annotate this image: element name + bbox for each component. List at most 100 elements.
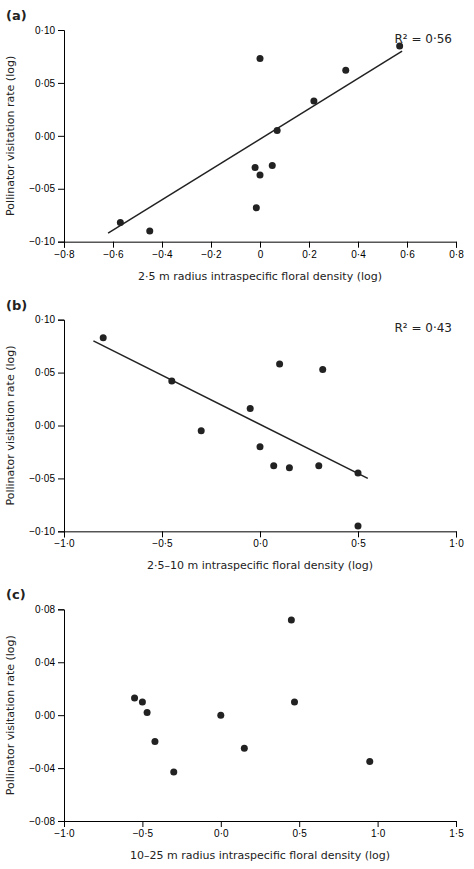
x-tick-label: 0 [258,249,264,260]
point [257,55,264,62]
x-tick: 0·0 [214,821,229,839]
y-tick-mark [58,189,64,190]
y-tick-label: −0·05 [29,473,55,484]
x-tick-label: 0·5 [351,538,366,549]
regression-line [108,51,402,233]
point [241,745,248,752]
x-tick: −0·5 [152,531,173,549]
x-axis-line [65,822,457,828]
point [151,738,158,745]
x-axis-line [65,532,457,538]
y-tick-label: −0·04 [29,763,55,774]
x-tick-mark [456,242,457,248]
y-tick-mark [58,609,64,610]
y-axis-line [58,320,65,532]
x-tick: −0·5 [133,821,154,839]
panel-label: (a) [6,8,27,23]
y-tick: 0·08 [35,604,64,615]
point [100,334,107,341]
y-tick: −0·05 [29,473,64,484]
y-axis: −0·10−0·050·000·050·10 [29,25,64,248]
y-tick-mark [58,768,64,769]
y-tick-mark [58,426,64,427]
x-tick: 0·6 [400,242,415,260]
figure: −0·8 −0·6 −0·4 −0·2 0 0·2 0·4 0·6 0·8 −0·10 −0·05 0… [0,0,474,869]
y-tick: −0·04 [29,763,64,774]
x-tick-mark [113,242,114,248]
y-tick-label: 0·00 [35,420,55,431]
x-tick-label: −0·8 [54,249,75,260]
x-tick-label: 0·5 [292,828,307,839]
y-tick-label: 0·05 [35,367,55,378]
x-tick: 0·8 [449,242,464,260]
x-tick-label: −0·4 [152,249,173,260]
x-axis-label: 2·5–10 m intraspecific floral density (l… [147,559,373,572]
y-axis: −0·08−0·040·000·040·08 [29,604,64,827]
x-axis: −0·8 −0·6 −0·4 −0·2 0 0·2 0·4 0·6 0·8 [54,242,464,260]
y-tick: −0·10 [29,236,64,247]
plot-area [131,616,373,775]
y-tick-label: −0·08 [29,816,55,827]
y-tick: 0·04 [35,657,64,668]
y-tick-label: −0·10 [29,526,55,537]
x-tick: −0·4 [152,242,173,260]
y-tick-mark [58,662,64,663]
x-tick: 0 [258,242,264,260]
x-tick: 0·5 [351,531,366,549]
x-tick: 1·5 [449,821,464,839]
y-tick-label: −0·05 [29,183,55,194]
x-tick: 0·4 [351,242,366,260]
y-tick-label: 0·04 [35,657,55,668]
point [270,462,277,469]
x-tick-mark [260,531,261,537]
panel: −0·8 −0·6 −0·4 −0·2 0 0·2 0·4 0·6 0·8 −0·10 −0·05 0… [4,8,464,283]
x-tick-label: 1·0 [449,538,464,549]
point [291,698,298,705]
x-tick-mark [456,531,457,537]
point [366,758,373,765]
y-tick: 0·05 [35,78,64,89]
x-tick: 0·0 [253,531,268,549]
point [217,712,224,719]
x-tick: 0·5 [292,821,307,839]
y-tick: −0·05 [29,183,64,194]
x-tick: 0·2 [302,242,317,260]
point [269,162,276,169]
x-tick-mark [221,821,222,827]
x-tick-mark [358,242,359,248]
y-tick: 0·05 [35,367,64,378]
x-tick-label: 1·0 [371,828,386,839]
y-axis-label: Pollinator visitation rate (log) [4,56,17,216]
y-tick-mark [58,30,64,31]
point [257,171,264,178]
x-tick-label: −0·5 [133,828,154,839]
point [274,127,281,134]
plot-area [93,334,367,529]
y-tick-label: 0·10 [35,25,55,36]
x-tick: 1·0 [449,531,464,549]
point [144,709,151,716]
point [276,361,283,368]
point [252,164,259,171]
annotation: R² = 0·43 [394,321,452,335]
x-tick-mark [358,531,359,537]
x-axis-line [65,242,457,248]
point [355,470,362,477]
point [253,204,260,211]
plot-area [108,42,403,234]
y-tick-label: 0·10 [35,314,55,325]
point [342,67,349,74]
x-tick: −1·0 [54,531,75,549]
x-tick: −0·2 [201,242,222,260]
y-tick: 0·00 [35,420,64,431]
point [131,694,138,701]
y-tick-mark [58,242,64,243]
point [319,366,326,373]
x-tick-mark [260,242,261,248]
y-axis-line [58,31,65,243]
y-axis: −0·10 −0·05 0·00 0·05 0·10 [29,314,64,537]
x-tick-label: −0·6 [103,249,124,260]
panel: −1·0 −0·5 0·0 0·5 1·0 −0·10 −0·05 0·00 0·05 0·10 R… [4,298,464,573]
x-tick-mark [162,242,163,248]
point [315,462,322,469]
